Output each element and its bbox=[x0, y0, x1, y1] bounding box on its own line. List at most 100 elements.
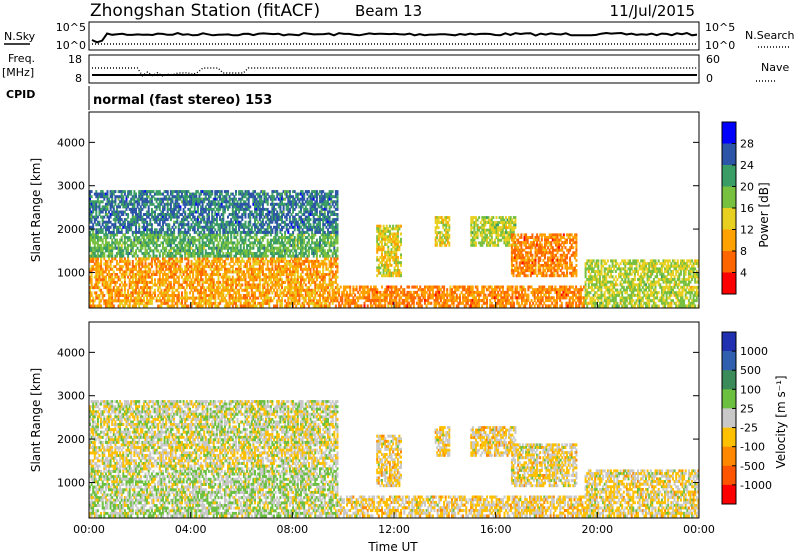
echo-cell bbox=[322, 233, 325, 237]
echo-cell bbox=[246, 301, 249, 305]
echo-cell bbox=[95, 257, 98, 261]
echo-cell bbox=[203, 299, 206, 303]
echo-cell bbox=[250, 267, 253, 271]
echo-cell bbox=[162, 278, 164, 282]
echo-cell bbox=[184, 218, 187, 222]
echo-cell bbox=[204, 220, 207, 224]
echo-cell bbox=[196, 291, 199, 295]
echo-cell bbox=[217, 304, 220, 308]
echo-cell bbox=[112, 192, 115, 196]
echo-cell bbox=[139, 230, 142, 234]
echo-cell bbox=[258, 202, 261, 206]
echo-cell bbox=[307, 288, 310, 292]
echo-cell bbox=[215, 213, 218, 216]
echo-cell bbox=[244, 190, 247, 194]
echo-cell bbox=[208, 278, 210, 282]
echo-cell bbox=[231, 301, 234, 305]
echo-cell bbox=[298, 200, 301, 204]
echo-cell bbox=[322, 252, 325, 255]
echo-cell bbox=[101, 210, 104, 214]
echo-cell bbox=[239, 220, 242, 224]
echo-cell bbox=[266, 207, 269, 211]
echo-cell bbox=[184, 215, 187, 219]
echo-cell bbox=[135, 230, 137, 234]
echo-cell bbox=[111, 275, 114, 279]
echo-cell bbox=[274, 213, 277, 216]
echo-cell bbox=[312, 220, 315, 224]
echo-cell bbox=[173, 215, 176, 219]
echo-cell bbox=[233, 213, 236, 216]
echo-cell bbox=[314, 294, 317, 297]
echo-cell bbox=[149, 301, 152, 305]
echo-cell bbox=[96, 252, 99, 255]
echo-cell bbox=[160, 192, 163, 196]
echo-cell bbox=[252, 246, 255, 250]
echo-cell bbox=[182, 233, 185, 237]
echo-cell bbox=[187, 275, 190, 279]
echo-cell bbox=[261, 220, 264, 224]
echo-cell bbox=[117, 286, 120, 290]
echo-cell bbox=[131, 304, 134, 308]
echo-cell bbox=[227, 236, 229, 240]
echo-cell bbox=[204, 223, 207, 227]
echo-cell bbox=[103, 252, 106, 255]
echo-cell bbox=[285, 301, 288, 305]
echo-cell bbox=[201, 218, 204, 222]
echo-cell bbox=[277, 259, 280, 263]
echo-cell bbox=[131, 270, 134, 274]
echo-cell bbox=[116, 252, 118, 255]
echo-cell bbox=[169, 218, 172, 222]
echo-cell bbox=[111, 267, 114, 271]
echo-cell bbox=[130, 280, 133, 284]
echo-cell bbox=[300, 286, 302, 290]
echo-cell bbox=[315, 241, 318, 245]
echo-cell bbox=[166, 252, 169, 255]
echo-cell bbox=[244, 283, 247, 287]
echo-cell bbox=[331, 213, 334, 216]
echo-cell bbox=[261, 223, 264, 227]
echo-cell bbox=[201, 244, 204, 247]
echo-cell bbox=[119, 267, 122, 271]
echo-cell bbox=[100, 207, 103, 211]
echo-cell bbox=[112, 218, 115, 222]
echo-cell bbox=[244, 233, 247, 237]
echo-cell bbox=[93, 254, 96, 258]
echo-cell bbox=[284, 197, 287, 201]
echo-cell bbox=[300, 230, 302, 234]
echo-cell bbox=[319, 249, 321, 253]
echo-cell bbox=[206, 207, 209, 211]
echo-cell bbox=[184, 304, 187, 308]
echo-cell bbox=[109, 252, 112, 255]
echo-cell bbox=[106, 215, 109, 219]
echo-cell bbox=[271, 267, 274, 271]
echo-cell bbox=[255, 218, 258, 222]
echo-cell bbox=[336, 257, 339, 261]
echo-cell bbox=[269, 225, 272, 229]
echo-cell bbox=[130, 190, 133, 194]
echo-cell bbox=[288, 273, 291, 276]
echo-cell bbox=[330, 238, 333, 242]
echo-cell bbox=[273, 252, 275, 255]
echo-cell bbox=[223, 267, 226, 271]
echo-cell bbox=[135, 291, 137, 295]
echo-cell bbox=[255, 223, 258, 227]
echo-cell bbox=[106, 190, 109, 194]
echo-cell bbox=[241, 190, 244, 194]
echo-cell bbox=[157, 197, 160, 201]
echo-cell bbox=[89, 192, 91, 196]
echo-cell bbox=[320, 197, 323, 201]
echo-cell bbox=[255, 286, 258, 290]
echo-cell bbox=[227, 286, 229, 290]
echo-cell bbox=[173, 238, 176, 242]
echo-cell bbox=[225, 205, 228, 209]
echo-cell bbox=[249, 236, 252, 240]
echo-cell bbox=[203, 257, 206, 261]
echo-cell bbox=[219, 197, 222, 201]
echo-cell bbox=[128, 252, 131, 255]
echo-cell bbox=[90, 267, 93, 271]
echo-cell bbox=[166, 238, 169, 242]
echo-cell bbox=[185, 202, 188, 206]
echo-cell bbox=[89, 210, 91, 214]
echo-cell bbox=[323, 205, 326, 209]
echo-cell bbox=[279, 301, 282, 305]
